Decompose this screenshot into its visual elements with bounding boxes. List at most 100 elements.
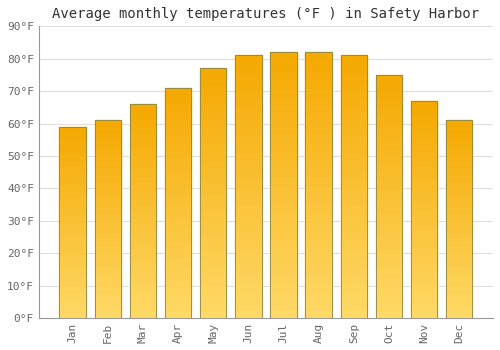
Bar xyxy=(94,245,121,252)
Bar xyxy=(165,218,191,226)
Bar xyxy=(200,285,226,293)
Bar xyxy=(306,229,332,238)
Bar xyxy=(130,118,156,125)
Bar xyxy=(306,70,332,79)
Bar xyxy=(200,127,226,135)
Bar xyxy=(340,55,367,318)
Bar xyxy=(376,107,402,116)
Bar xyxy=(340,187,367,195)
Bar xyxy=(306,212,332,220)
Bar xyxy=(270,52,296,318)
Bar xyxy=(130,111,156,118)
Bar xyxy=(130,190,156,197)
Bar xyxy=(94,259,121,265)
Bar xyxy=(446,239,472,245)
Bar xyxy=(376,132,402,140)
Bar xyxy=(411,282,438,289)
Bar xyxy=(270,291,296,300)
Bar xyxy=(446,259,472,265)
Bar xyxy=(94,312,121,318)
Bar xyxy=(340,117,367,125)
Bar xyxy=(200,168,226,176)
Bar xyxy=(446,166,472,173)
Bar xyxy=(165,88,191,318)
Bar xyxy=(94,153,121,160)
Bar xyxy=(270,220,296,229)
Bar xyxy=(270,300,296,309)
Bar xyxy=(200,118,226,127)
Bar xyxy=(94,252,121,259)
Bar xyxy=(165,310,191,318)
Bar xyxy=(340,265,367,274)
Bar xyxy=(340,239,367,248)
Bar xyxy=(200,243,226,251)
Bar xyxy=(340,55,367,64)
Bar xyxy=(60,216,86,222)
Bar xyxy=(94,292,121,298)
Bar xyxy=(376,229,402,237)
Bar xyxy=(270,141,296,150)
Bar xyxy=(306,52,332,318)
Bar xyxy=(130,282,156,289)
Bar xyxy=(200,202,226,210)
Bar xyxy=(60,172,86,178)
Bar xyxy=(200,260,226,268)
Bar xyxy=(340,195,367,204)
Bar xyxy=(376,188,402,196)
Bar xyxy=(446,173,472,180)
Bar xyxy=(340,55,367,318)
Bar xyxy=(411,166,438,173)
Bar xyxy=(446,272,472,278)
Bar xyxy=(200,251,226,260)
Bar xyxy=(306,61,332,70)
Bar xyxy=(270,203,296,212)
Bar xyxy=(200,193,226,202)
Bar xyxy=(130,175,156,182)
Bar xyxy=(411,108,438,115)
Bar xyxy=(446,245,472,252)
Bar xyxy=(60,152,86,159)
Bar xyxy=(200,268,226,277)
Bar xyxy=(270,265,296,274)
Bar xyxy=(340,213,367,222)
Bar xyxy=(165,88,191,318)
Bar xyxy=(165,103,191,111)
Bar xyxy=(165,195,191,203)
Bar xyxy=(270,167,296,176)
Bar xyxy=(376,172,402,180)
Bar xyxy=(94,140,121,147)
Bar xyxy=(94,285,121,292)
Bar xyxy=(200,310,226,318)
Bar xyxy=(270,88,296,97)
Bar xyxy=(94,160,121,166)
Bar xyxy=(235,169,262,178)
Bar xyxy=(446,206,472,212)
Bar xyxy=(200,135,226,143)
Bar xyxy=(94,265,121,272)
Bar xyxy=(376,124,402,132)
Bar xyxy=(411,296,438,303)
Bar xyxy=(446,219,472,226)
Bar xyxy=(94,212,121,219)
Bar xyxy=(235,55,262,64)
Bar xyxy=(165,303,191,310)
Bar xyxy=(446,292,472,298)
Bar xyxy=(270,97,296,105)
Bar xyxy=(376,75,402,83)
Bar xyxy=(60,248,86,254)
Bar xyxy=(411,238,438,246)
Bar xyxy=(446,298,472,305)
Bar xyxy=(270,238,296,247)
Bar xyxy=(165,188,191,195)
Bar xyxy=(411,195,438,202)
Bar xyxy=(306,282,332,291)
Bar xyxy=(411,231,438,238)
Bar xyxy=(130,147,156,154)
Bar xyxy=(60,140,86,146)
Bar xyxy=(270,282,296,291)
Bar xyxy=(94,120,121,127)
Bar xyxy=(376,140,402,148)
Bar xyxy=(306,105,332,114)
Bar xyxy=(446,153,472,160)
Bar xyxy=(200,68,226,318)
